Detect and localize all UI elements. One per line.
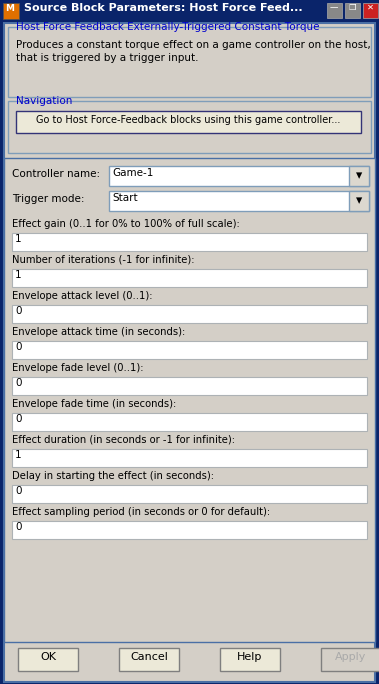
- Bar: [119, 648, 179, 671]
- Text: Produces a constant torque effect on a game controller on the host,: Produces a constant torque effect on a g…: [16, 40, 371, 50]
- Bar: [327, 3, 342, 18]
- Text: —: —: [330, 3, 338, 12]
- Text: Envelope fade level (0..1):: Envelope fade level (0..1):: [12, 363, 144, 373]
- Text: 0: 0: [15, 414, 22, 424]
- Bar: [12, 485, 367, 503]
- Text: 1: 1: [15, 450, 22, 460]
- Text: Number of iterations (-1 for infinite):: Number of iterations (-1 for infinite):: [12, 255, 194, 265]
- Text: Effect gain (0..1 for 0% to 100% of full scale):: Effect gain (0..1 for 0% to 100% of full…: [12, 219, 240, 229]
- Text: ❒: ❒: [348, 3, 356, 12]
- Text: Effect duration (in seconds or -1 for infinite):: Effect duration (in seconds or -1 for in…: [12, 435, 235, 445]
- Text: Trigger mode:: Trigger mode:: [12, 194, 85, 204]
- Bar: [12, 269, 367, 287]
- Text: Host Force Feedback Externally-Triggered Constant Torque: Host Force Feedback Externally-Triggered…: [16, 22, 319, 32]
- Bar: [109, 166, 369, 186]
- Bar: [363, 3, 378, 18]
- Bar: [16, 111, 361, 133]
- Text: that is triggered by a trigger input.: that is triggered by a trigger input.: [16, 53, 199, 63]
- Text: Envelope fade time (in seconds):: Envelope fade time (in seconds):: [12, 399, 176, 409]
- Bar: [321, 648, 379, 671]
- Text: Navigation: Navigation: [16, 96, 72, 106]
- Text: Effect sampling period (in seconds or 0 for default):: Effect sampling period (in seconds or 0 …: [12, 507, 270, 517]
- Text: Envelope attack level (0..1):: Envelope attack level (0..1):: [12, 291, 152, 301]
- Bar: [4, 158, 375, 642]
- Bar: [8, 27, 371, 97]
- Text: 0: 0: [15, 378, 22, 388]
- Text: 0: 0: [15, 486, 22, 496]
- Text: Help: Help: [237, 652, 263, 662]
- Text: Start: Start: [112, 193, 138, 203]
- Bar: [349, 191, 369, 211]
- Bar: [12, 233, 367, 251]
- Bar: [12, 521, 367, 539]
- Text: ▾: ▾: [356, 194, 362, 207]
- Bar: [0, 0, 379, 22]
- Bar: [12, 413, 367, 431]
- Text: Apply: Apply: [335, 652, 367, 662]
- Text: Game-1: Game-1: [112, 168, 153, 178]
- Bar: [12, 449, 367, 467]
- Text: OK: OK: [40, 652, 56, 662]
- Bar: [12, 341, 367, 359]
- Bar: [220, 648, 280, 671]
- Text: 0: 0: [15, 306, 22, 316]
- Bar: [3, 3, 19, 19]
- Bar: [109, 191, 369, 211]
- Text: 0: 0: [15, 342, 22, 352]
- Bar: [18, 648, 78, 671]
- Text: 0: 0: [15, 522, 22, 532]
- Text: Cancel: Cancel: [130, 652, 168, 662]
- Text: Source Block Parameters: Host Force Feed...: Source Block Parameters: Host Force Feed…: [24, 3, 302, 13]
- Text: Delay in starting the effect (in seconds):: Delay in starting the effect (in seconds…: [12, 471, 214, 481]
- Text: Envelope attack time (in seconds):: Envelope attack time (in seconds):: [12, 327, 185, 337]
- Bar: [12, 305, 367, 323]
- Bar: [345, 3, 360, 18]
- Text: ▾: ▾: [356, 169, 362, 182]
- Text: M: M: [5, 4, 14, 13]
- Text: 1: 1: [15, 270, 22, 280]
- Text: ✕: ✕: [366, 3, 373, 12]
- Text: 1: 1: [15, 234, 22, 244]
- Bar: [8, 101, 371, 153]
- Bar: [349, 166, 369, 186]
- Bar: [12, 377, 367, 395]
- Text: Go to Host Force-Feedback blocks using this game controller...: Go to Host Force-Feedback blocks using t…: [36, 115, 340, 125]
- Text: Controller name:: Controller name:: [12, 169, 100, 179]
